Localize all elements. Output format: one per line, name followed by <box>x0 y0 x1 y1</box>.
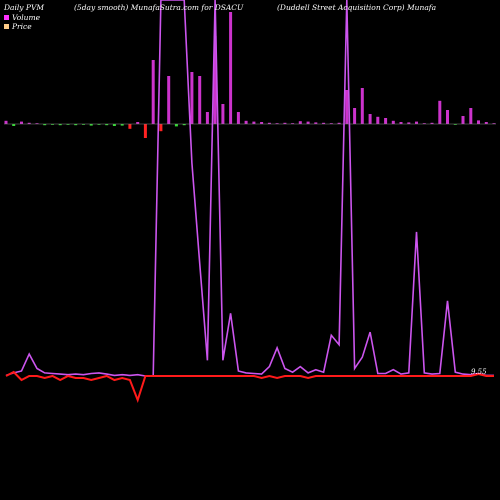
volume-bar <box>136 122 140 124</box>
volume-bar <box>66 124 70 125</box>
volume-bar <box>143 124 147 138</box>
volume-bar <box>20 121 23 124</box>
volume-bar <box>58 124 62 126</box>
volume-bar <box>213 36 217 124</box>
volume-bar <box>51 124 54 125</box>
volume-bar <box>260 122 264 124</box>
volume-bar <box>430 122 434 124</box>
volume-bar <box>291 123 295 124</box>
volume-bar <box>422 123 426 124</box>
volume-bar <box>345 90 349 124</box>
legend-price-label: Price <box>12 22 32 31</box>
volume-bar <box>267 122 271 124</box>
volume-bar <box>368 114 372 124</box>
legend-volume-swatch <box>4 15 9 20</box>
volume-bar <box>167 76 171 124</box>
header-right: (Duddell Street Acquisition Corp) Munafa <box>277 3 437 12</box>
volume-bar <box>415 121 418 124</box>
volume-bar <box>298 121 302 124</box>
volume-bar <box>252 121 256 124</box>
legend-price-swatch <box>4 24 9 29</box>
volume-bar <box>469 108 473 124</box>
volume-bar <box>190 72 194 124</box>
volume-bar <box>198 76 202 124</box>
volume-bar <box>314 122 318 124</box>
volume-bar <box>105 124 109 126</box>
volume-bar <box>174 124 178 127</box>
volume-bar <box>236 112 240 124</box>
header-middle: (5day smooth) MunafaSutra.com for DSACU <box>74 3 244 12</box>
header-left: Daily PVM <box>4 3 45 12</box>
volume-bar <box>337 122 341 124</box>
volume-line <box>5 0 494 377</box>
legend-price: Price <box>4 22 32 31</box>
volume-bar <box>182 124 186 126</box>
volume-bar <box>43 124 47 126</box>
volume-bar <box>221 104 225 124</box>
volume-bar <box>399 122 403 124</box>
volume-bar <box>329 123 333 124</box>
price-value-label: 9.55 <box>471 368 487 376</box>
volume-bar <box>492 123 496 124</box>
legend-volume-label: Volume <box>12 13 41 22</box>
volume-bar <box>376 116 380 124</box>
volume-bar <box>27 122 31 124</box>
volume-bar <box>438 100 442 124</box>
volume-bar <box>446 110 449 124</box>
volume-bar <box>391 120 395 124</box>
legend-volume: Volume <box>4 13 40 22</box>
volume-bar <box>120 124 124 126</box>
price-line <box>5 370 494 403</box>
volume-bar <box>35 123 39 124</box>
volume-bar <box>353 108 357 124</box>
volume-bar <box>82 124 85 125</box>
volume-bar <box>112 124 116 126</box>
volume-bar <box>306 121 310 124</box>
volume-bar <box>159 124 163 132</box>
volume-bar <box>283 122 287 124</box>
volume-bar <box>205 112 209 124</box>
volume-bar <box>477 120 480 124</box>
volume-bar <box>12 124 16 126</box>
volume-bar <box>407 122 411 124</box>
volume-bar <box>97 124 101 125</box>
volume-bar <box>275 123 279 124</box>
volume-bar <box>461 116 465 124</box>
volume-bar <box>453 124 457 125</box>
volume-bar <box>244 120 248 124</box>
volume-bar <box>89 124 93 126</box>
volume-bar <box>384 118 388 124</box>
volume-bar <box>484 122 488 124</box>
volume-bar <box>360 88 364 124</box>
volume-bar <box>229 12 233 124</box>
volume-bar <box>128 124 132 129</box>
volume-bar <box>151 60 155 124</box>
volume-bar <box>4 120 8 124</box>
volume-bar <box>74 124 78 126</box>
volume-bar <box>322 122 326 124</box>
volume-bars <box>4 12 496 138</box>
